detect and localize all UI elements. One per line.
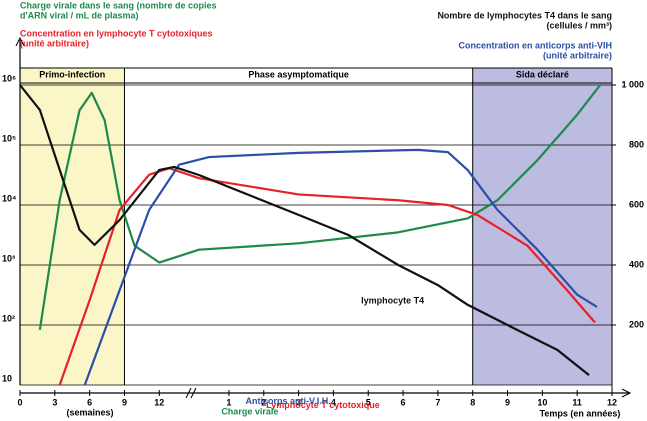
series-label: Lymphocyte T cytotoxique <box>266 400 380 410</box>
header-viral_load: Charge virale dans le sang (nombre de co… <box>20 0 217 10</box>
x-tick-label: 6 <box>401 397 406 407</box>
region-label: Primo-infection <box>39 69 105 79</box>
x-tick-label: 5 <box>366 397 371 407</box>
x-tick-label: 9 <box>122 397 127 407</box>
x-arrow <box>621 388 632 398</box>
x-tick-label: 12 <box>607 397 617 407</box>
y-tick-label: 10³ <box>2 253 15 263</box>
header-t4: Nombre de lymphocytes T4 dans le sang <box>437 10 612 20</box>
series-label: lymphocyte T4 <box>361 295 424 305</box>
y2-tick-label: 400 <box>629 259 644 269</box>
y2-tick-label: 1 000 <box>621 79 644 89</box>
y2-tick-label: 200 <box>629 319 644 329</box>
header-viral_load: d'ARN viral / mL de plasma) <box>20 10 139 20</box>
x-tick-label: 12 <box>154 397 164 407</box>
series-line <box>83 148 598 386</box>
y-tick-label: 10⁴ <box>2 193 16 203</box>
region <box>20 68 125 385</box>
x-tick-label: 4 <box>331 397 336 407</box>
axis-break <box>185 387 197 399</box>
series-label: Anticorps anti-V.I.H. <box>246 396 331 406</box>
header-t4: (cellules / mm³) <box>546 20 612 30</box>
series-label: Charge virale <box>221 407 278 417</box>
x-label-years: Temps (en années) <box>540 408 621 418</box>
x-tick-label: 2 <box>261 397 266 407</box>
x-tick-label: 3 <box>52 397 57 407</box>
region-label: Phase asymptomatique <box>248 69 349 79</box>
header-cytotoxic: Concentration en lymphocyte T cytotoxiqu… <box>20 28 213 38</box>
y-arrow <box>15 36 25 47</box>
x-tick-label: 9 <box>505 397 510 407</box>
series-line <box>58 167 596 386</box>
y2-tick-label: 800 <box>629 139 644 149</box>
x-tick-label: 11 <box>572 397 582 407</box>
x-label-weeks: (semaines) <box>66 407 113 417</box>
y-tick-label: 10⁵ <box>2 133 16 143</box>
series-line <box>38 84 602 331</box>
y-tick-label: 10⁶ <box>2 73 16 83</box>
region <box>472 68 612 385</box>
x-tick-label: 6 <box>87 397 92 407</box>
header-antibodies: Concentration en anticorps anti-VIH <box>458 40 612 50</box>
x-tick-label: 7 <box>435 397 440 407</box>
x-tick-label: 1 <box>226 397 231 407</box>
x-tick-label: 0 <box>17 397 22 407</box>
y2-tick-label: 600 <box>629 199 644 209</box>
region-label: Sida déclaré <box>516 69 569 79</box>
y-tick-label: 10² <box>2 313 15 323</box>
y-tick-label: 10 <box>2 373 12 383</box>
x-tick-label: 10 <box>537 397 547 407</box>
x-tick-label: 8 <box>470 397 475 407</box>
header-antibodies: (unité arbitraire) <box>543 50 612 60</box>
series-line <box>19 84 590 376</box>
header-cytotoxic: (unité arbitraire) <box>20 38 89 48</box>
x-tick-label: 3 <box>296 397 301 407</box>
